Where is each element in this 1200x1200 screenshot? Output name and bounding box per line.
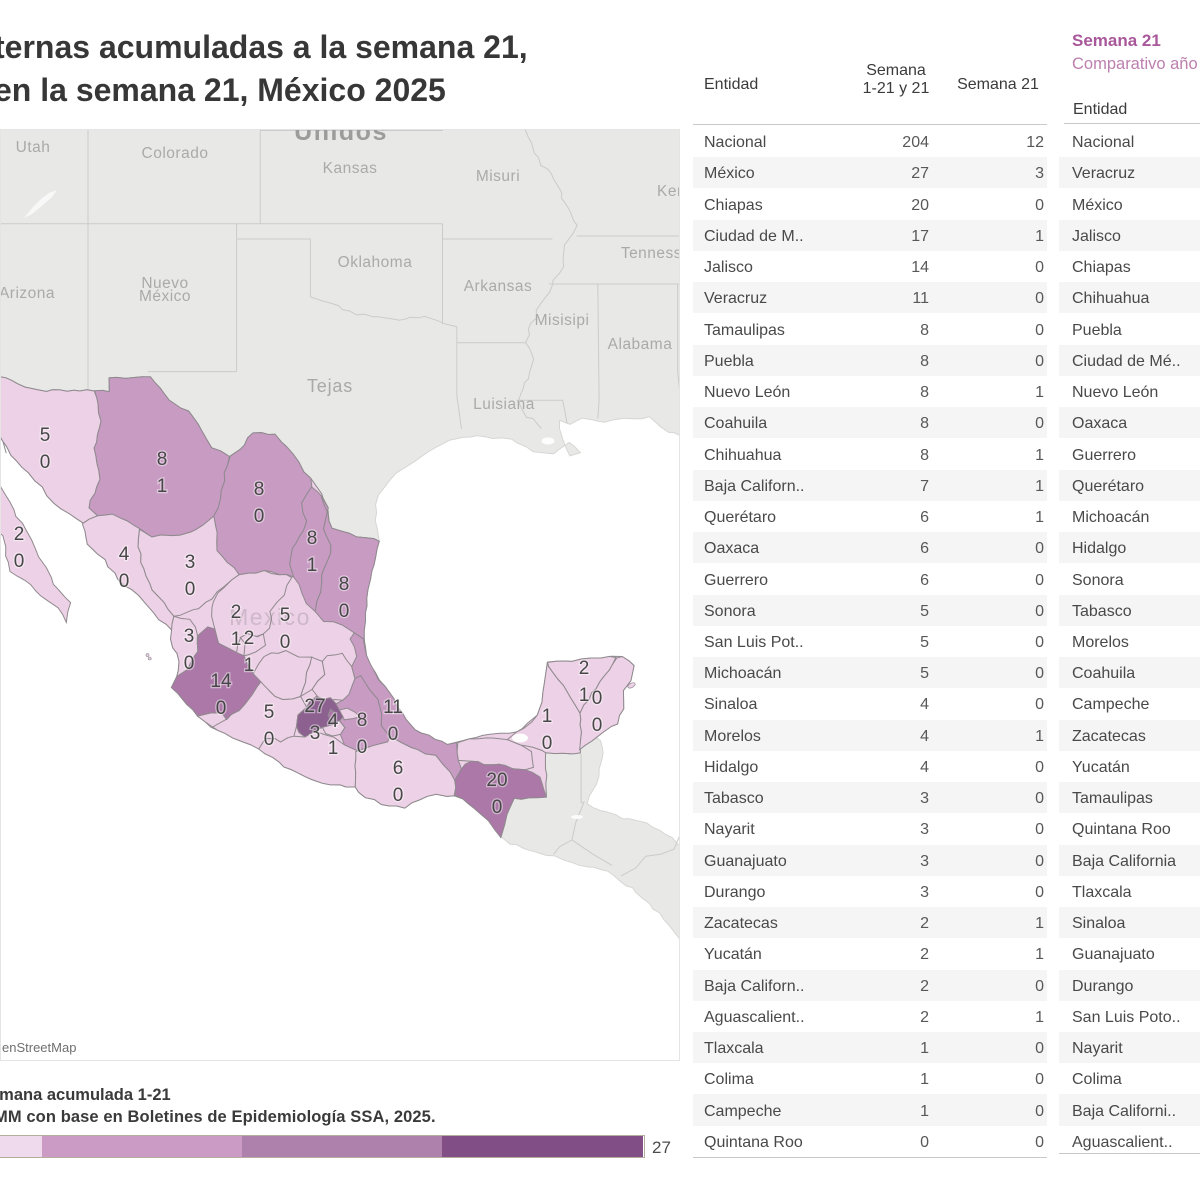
svg-text:14: 14	[210, 671, 232, 692]
svg-text:1: 1	[542, 706, 553, 727]
svg-text:2: 2	[14, 524, 25, 545]
svg-text:Utah: Utah	[16, 139, 51, 156]
svg-text:3: 3	[310, 723, 321, 744]
svg-text:11: 11	[383, 697, 403, 718]
svg-text:1: 1	[328, 738, 339, 759]
svg-text:Mexico: Mexico	[229, 604, 311, 630]
svg-text:Unidos: Unidos	[294, 129, 388, 146]
svg-text:1: 1	[244, 655, 255, 676]
svg-text:0: 0	[592, 715, 603, 736]
svg-text:27: 27	[304, 696, 325, 717]
svg-text:Misuri: Misuri	[476, 168, 520, 185]
svg-text:0: 0	[40, 452, 51, 473]
svg-text:Nuevo: Nuevo	[141, 275, 188, 292]
svg-text:3: 3	[184, 626, 195, 647]
svg-text:Oklahoma: Oklahoma	[338, 254, 413, 271]
svg-text:1: 1	[231, 629, 242, 650]
svg-text:6: 6	[393, 758, 404, 779]
svg-text:0: 0	[216, 698, 227, 719]
svg-text:2: 2	[244, 628, 255, 649]
svg-text:0: 0	[280, 632, 291, 653]
svg-text:0: 0	[185, 579, 196, 600]
svg-text:4: 4	[119, 544, 130, 565]
svg-text:0: 0	[592, 688, 603, 709]
svg-text:México: México	[139, 288, 191, 305]
svg-text:8: 8	[254, 479, 265, 500]
svg-text:0: 0	[119, 571, 130, 592]
svg-text:Tejas: Tejas	[307, 376, 353, 396]
svg-text:Colorado: Colorado	[142, 145, 209, 162]
svg-text:0: 0	[254, 506, 265, 527]
svg-text:0: 0	[339, 601, 350, 622]
svg-text:0: 0	[184, 653, 195, 674]
svg-text:0: 0	[14, 551, 25, 572]
svg-text:0: 0	[393, 785, 404, 806]
svg-text:8: 8	[307, 528, 318, 549]
svg-text:1: 1	[307, 555, 318, 576]
svg-text:2: 2	[231, 602, 242, 623]
svg-text:5: 5	[264, 702, 275, 723]
svg-text:4: 4	[328, 711, 339, 732]
svg-text:Kent: Kent	[657, 183, 680, 200]
svg-text:Arkansas: Arkansas	[464, 278, 533, 295]
svg-text:0: 0	[264, 729, 275, 750]
svg-text:2: 2	[579, 658, 590, 679]
svg-text:5: 5	[40, 425, 51, 446]
svg-text:0: 0	[542, 733, 553, 754]
svg-text:5: 5	[280, 605, 291, 626]
svg-text:0: 0	[492, 797, 503, 818]
svg-text:8: 8	[339, 574, 350, 595]
svg-text:1: 1	[579, 685, 590, 706]
svg-text:Arizona: Arizona	[0, 285, 55, 302]
svg-text:Tennesse: Tennesse	[621, 245, 680, 262]
svg-text:1: 1	[157, 476, 168, 497]
svg-text:8: 8	[357, 710, 368, 731]
svg-text:3: 3	[185, 552, 196, 573]
svg-text:Alabama: Alabama	[608, 336, 673, 353]
svg-text:20: 20	[486, 770, 507, 791]
svg-text:Kansas: Kansas	[323, 160, 378, 177]
svg-text:0: 0	[388, 724, 399, 745]
svg-text:Luisiana: Luisiana	[473, 396, 535, 413]
svg-text:Misisipi: Misisipi	[535, 312, 590, 329]
svg-text:8: 8	[157, 449, 168, 470]
svg-text:0: 0	[357, 737, 368, 758]
